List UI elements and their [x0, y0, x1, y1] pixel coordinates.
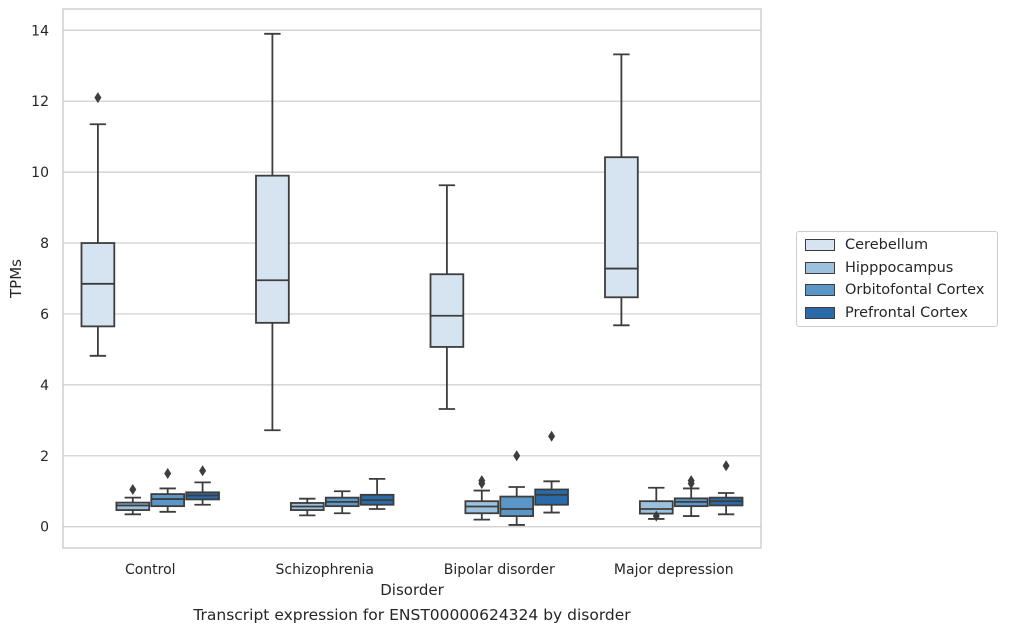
- box-outlier: [722, 460, 730, 472]
- plot-frame: [62, 8, 762, 549]
- legend-item-prefrontal: Prefrontal Cortex: [805, 304, 968, 322]
- box-outlier: [652, 510, 660, 522]
- legend-swatch-prefrontal: [805, 307, 835, 319]
- box-rect: [604, 156, 639, 299]
- y-tick-label: 0: [40, 520, 49, 536]
- x-tick-label: Major depression: [614, 562, 734, 578]
- box-outlier: [478, 475, 486, 487]
- legend-swatch-hippocampus: [805, 262, 835, 274]
- legend-item-hippocampus: Hipppocampus: [805, 259, 953, 277]
- x-tick-label: Schizophrenia: [276, 562, 374, 578]
- legend-label-hippocampus: Hipppocampus: [845, 260, 954, 276]
- legend-label-orbitofrontal: Orbitofontal Cortex: [845, 282, 985, 298]
- box-rect: [499, 495, 535, 517]
- box-outlier: [164, 468, 172, 480]
- box-outlier: [687, 475, 695, 487]
- y-tick-label: 14: [31, 23, 49, 39]
- legend-swatch-orbitofrontal: [805, 284, 835, 296]
- x-tick-label: Control: [125, 562, 176, 578]
- box-outlier: [94, 92, 102, 104]
- box-rect: [534, 488, 569, 506]
- legend-label-cerebellum: Cerebellum: [845, 237, 929, 253]
- y-axis-label: TPMs: [7, 259, 25, 299]
- box-outlier: [513, 450, 521, 462]
- box-rect: [150, 493, 186, 508]
- box-rect: [255, 174, 290, 324]
- y-tick-label: 8: [40, 236, 49, 252]
- legend-swatch-cerebellum: [805, 239, 835, 251]
- y-tick-label: 12: [31, 94, 49, 110]
- y-tick-label: 2: [40, 449, 49, 465]
- legend: Cerebellum Hipppocampus Orbitofontal Cor…: [796, 231, 998, 327]
- box-outlier: [199, 465, 207, 477]
- y-tick-label: 10: [31, 165, 49, 181]
- box-outlier: [548, 430, 556, 442]
- box-rect: [429, 273, 465, 348]
- x-axis-label: Disorder: [380, 581, 444, 599]
- box-outlier: [129, 483, 137, 495]
- x-tick-label: Bipolar disorder: [444, 562, 555, 578]
- chart-caption: Transcript expression for ENST0000062432…: [193, 606, 631, 624]
- legend-label-prefrontal: Prefrontal Cortex: [845, 305, 968, 321]
- legend-item-cerebellum: Cerebellum: [805, 236, 928, 254]
- legend-item-orbitofrontal: Orbitofontal Cortex: [805, 281, 984, 299]
- y-tick-label: 6: [40, 307, 49, 323]
- y-tick-label: 4: [40, 378, 49, 394]
